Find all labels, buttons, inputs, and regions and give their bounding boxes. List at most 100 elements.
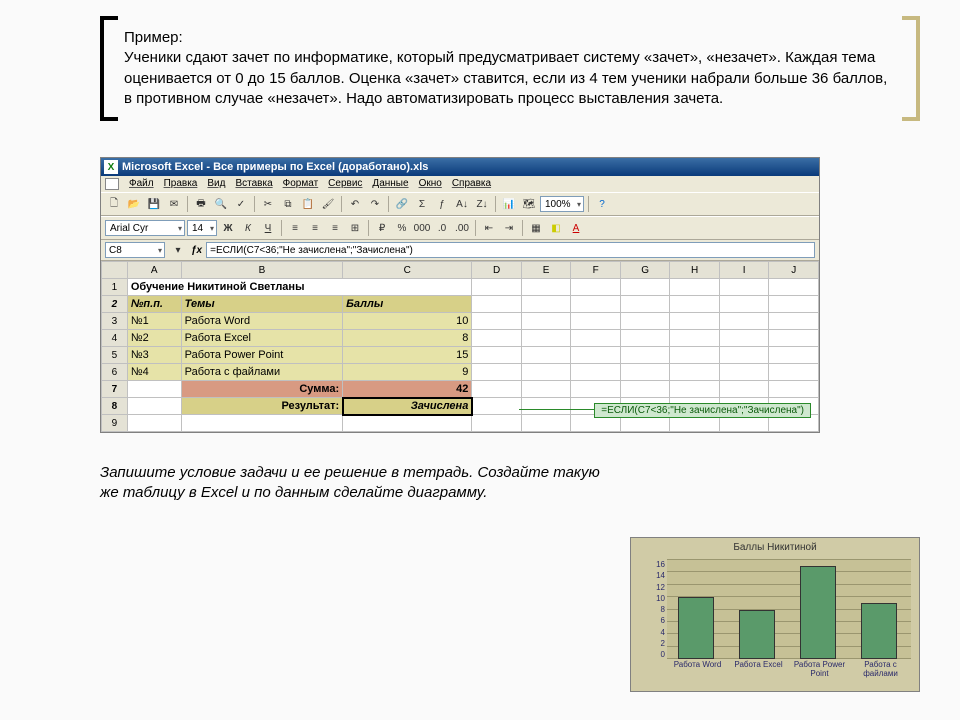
cut-icon[interactable]: ✂ xyxy=(259,195,277,213)
hdr-score[interactable]: Баллы xyxy=(343,296,472,313)
table-title[interactable]: Обучение Никитиной Светланы xyxy=(127,279,472,296)
fx-icon[interactable]: ƒ xyxy=(433,195,451,213)
col-B[interactable]: B xyxy=(181,262,342,279)
redo-icon[interactable]: ↷ xyxy=(366,195,384,213)
indent-dec-icon[interactable]: ⇤ xyxy=(480,219,498,237)
menu-tools[interactable]: Сервис xyxy=(328,178,362,190)
menu-file[interactable]: Файл xyxy=(129,178,154,190)
task-text: Запишите условие задачи и ее решение в т… xyxy=(100,463,600,504)
result-label[interactable]: Результат: xyxy=(181,398,342,415)
sum-value[interactable]: 42 xyxy=(343,381,472,398)
col-F[interactable]: F xyxy=(571,262,621,279)
titlebar: X Microsoft Excel - Все примеры по Excel… xyxy=(101,158,819,176)
format-toolbar[interactable]: Arial Cyr 14 Ж К Ч ≡ ≡ ≡ ⊞ ₽ % 000 .0 .0… xyxy=(101,216,819,240)
comma-icon[interactable]: 000 xyxy=(413,219,431,237)
new-icon[interactable]: 🗋 xyxy=(105,195,123,213)
col-header-row[interactable]: A B C D E F G H I J xyxy=(102,262,819,279)
col-C[interactable]: C xyxy=(343,262,472,279)
cell[interactable]: №1 xyxy=(127,313,181,330)
paste-icon[interactable]: 📋 xyxy=(299,195,317,213)
help-icon[interactable]: ? xyxy=(593,195,611,213)
name-box[interactable]: C8 xyxy=(105,242,165,258)
format-painter-icon[interactable]: 🖌 xyxy=(319,195,337,213)
print-icon[interactable]: 🖶 xyxy=(192,195,210,213)
standard-toolbar[interactable]: 🗋 📂 💾 ✉ 🖶 🔍 ✓ ✂ ⧉ 📋 🖌 ↶ ↷ 🔗 Σ ƒ A↓ Z↓ 📊 … xyxy=(101,192,819,216)
chart-yaxis: 1614121086420 xyxy=(637,560,665,659)
fx-label: ƒx xyxy=(191,245,202,256)
intro-block: Пример: Ученики сдают зачет по информати… xyxy=(100,20,920,117)
cell[interactable]: №3 xyxy=(127,347,181,364)
window-title: Microsoft Excel - Все примеры по Excel (… xyxy=(122,161,428,173)
currency-icon[interactable]: ₽ xyxy=(373,219,391,237)
link-icon[interactable]: 🔗 xyxy=(393,195,411,213)
copy-icon[interactable]: ⧉ xyxy=(279,195,297,213)
menu-view[interactable]: Вид xyxy=(207,178,225,190)
align-left-icon[interactable]: ≡ xyxy=(286,219,304,237)
preview-icon[interactable]: 🔍 xyxy=(212,195,230,213)
cancel-icon[interactable]: ▾ xyxy=(169,241,187,259)
font-name-select[interactable]: Arial Cyr xyxy=(105,220,185,236)
formula-input[interactable]: =ЕСЛИ(C7<36;"Не зачислена";"Зачислена") xyxy=(206,242,815,258)
col-A[interactable]: A xyxy=(127,262,181,279)
bold-icon[interactable]: Ж xyxy=(219,219,237,237)
indent-inc-icon[interactable]: ⇥ xyxy=(500,219,518,237)
cell[interactable]: №4 xyxy=(127,364,181,381)
chart-icon[interactable]: 📊 xyxy=(500,195,518,213)
hdr-num[interactable]: №п.п. xyxy=(127,296,181,313)
control-icon xyxy=(105,178,119,190)
col-J[interactable]: J xyxy=(769,262,819,279)
spell-icon[interactable]: ✓ xyxy=(232,195,250,213)
cell[interactable]: 10 xyxy=(343,313,472,330)
map-icon[interactable]: 🗺 xyxy=(520,195,538,213)
chart-title: Баллы Никитиной xyxy=(631,538,919,557)
undo-icon[interactable]: ↶ xyxy=(346,195,364,213)
cell[interactable]: №2 xyxy=(127,330,181,347)
sum-label[interactable]: Сумма: xyxy=(181,381,342,398)
cell[interactable]: Работа Word xyxy=(181,313,342,330)
cell[interactable]: 15 xyxy=(343,347,472,364)
sum-icon[interactable]: Σ xyxy=(413,195,431,213)
align-right-icon[interactable]: ≡ xyxy=(326,219,344,237)
cell[interactable]: Работа Power Point xyxy=(181,347,342,364)
borders-icon[interactable]: ▦ xyxy=(527,219,545,237)
menu-window[interactable]: Окно xyxy=(419,178,442,190)
formula-bar[interactable]: C8 ▾ ƒx =ЕСЛИ(C7<36;"Не зачислена";"Зачи… xyxy=(101,240,819,261)
underline-icon[interactable]: Ч xyxy=(259,219,277,237)
menu-format[interactable]: Формат xyxy=(283,178,319,190)
hdr-topic[interactable]: Темы xyxy=(181,296,342,313)
italic-icon[interactable]: К xyxy=(239,219,257,237)
sort-desc-icon[interactable]: Z↓ xyxy=(473,195,491,213)
cell[interactable]: 8 xyxy=(343,330,472,347)
col-G[interactable]: G xyxy=(620,262,670,279)
dec-inc-icon[interactable]: .0 xyxy=(433,219,451,237)
mail-icon[interactable]: ✉ xyxy=(165,195,183,213)
menu-edit[interactable]: Правка xyxy=(164,178,198,190)
bar-chart: Баллы Никитиной 1614121086420 Работа Wor… xyxy=(630,537,920,692)
cell[interactable]: Работа Excel xyxy=(181,330,342,347)
menu-insert[interactable]: Вставка xyxy=(235,178,272,190)
font-size-select[interactable]: 14 xyxy=(187,220,217,236)
sort-asc-icon[interactable]: A↓ xyxy=(453,195,471,213)
worksheet-grid[interactable]: A B C D E F G H I J 1Обучение Никитиной … xyxy=(101,261,819,432)
merge-icon[interactable]: ⊞ xyxy=(346,219,364,237)
save-icon[interactable]: 💾 xyxy=(145,195,163,213)
col-I[interactable]: I xyxy=(719,262,769,279)
cell[interactable]: Работа с файлами xyxy=(181,364,342,381)
chart-plot xyxy=(667,560,911,659)
result-value[interactable]: Зачислена xyxy=(343,398,472,415)
col-D[interactable]: D xyxy=(472,262,522,279)
zoom-select[interactable]: 100% xyxy=(540,196,584,212)
menu-data[interactable]: Данные xyxy=(372,178,408,190)
cell[interactable]: 9 xyxy=(343,364,472,381)
menu-help[interactable]: Справка xyxy=(452,178,491,190)
menu-bar[interactable]: Файл Правка Вид Вставка Формат Сервис Да… xyxy=(101,176,819,192)
dec-dec-icon[interactable]: .00 xyxy=(453,219,471,237)
col-E[interactable]: E xyxy=(521,262,571,279)
percent-icon[interactable]: % xyxy=(393,219,411,237)
fill-color-icon[interactable]: ◧ xyxy=(547,219,565,237)
open-icon[interactable]: 📂 xyxy=(125,195,143,213)
formula-callout: =ЕСЛИ(C7<36;"Не зачислена";"Зачислена") xyxy=(594,403,811,418)
align-center-icon[interactable]: ≡ xyxy=(306,219,324,237)
col-H[interactable]: H xyxy=(670,262,720,279)
font-color-icon[interactable]: A xyxy=(567,219,585,237)
